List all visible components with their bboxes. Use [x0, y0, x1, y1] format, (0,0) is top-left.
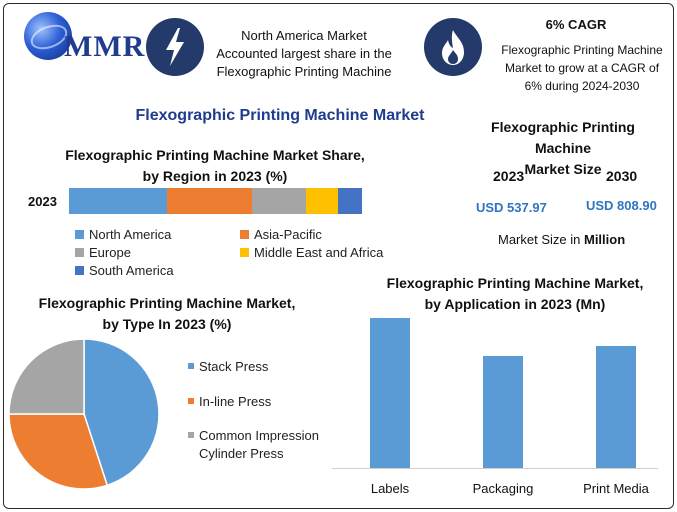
application-chart-title-line: by Application in 2023 (Mn) — [424, 296, 606, 312]
market-size-title-line: Market Size — [524, 161, 602, 177]
region-chart-category-label: 2023 — [28, 194, 57, 209]
legend-label: Middle East and Africa — [254, 245, 384, 260]
region-chart-title-line: by Region in 2023 (%) — [142, 168, 288, 184]
market-size-caption: Market Size in Million — [498, 232, 625, 247]
application-chart-title-line: Flexographic Printing Machine Market, — [386, 275, 644, 291]
type-legend-item: Common Impression Cylinder Press — [188, 427, 319, 463]
application-bar-packaging — [483, 356, 523, 468]
type-chart-title-line: Flexographic Printing Machine Market, — [38, 295, 296, 311]
highlight-text-2: Flexographic Printing Machine Market to … — [494, 41, 670, 95]
region-legend-item: North America — [75, 227, 171, 242]
application-tick-label: Print Media — [583, 481, 649, 496]
market-size-title-line: Flexographic Printing Machine — [491, 119, 635, 156]
legend-swatch — [188, 432, 194, 438]
logo-text: MMR — [64, 30, 146, 63]
legend-swatch — [188, 398, 194, 404]
legend-label: South America — [89, 263, 174, 278]
highlight-line: Flexographic Printing Machine — [216, 64, 392, 79]
lightning-icon — [146, 18, 204, 76]
legend-label: In-line Press — [199, 394, 272, 409]
legend-label: North America — [89, 227, 172, 242]
market-size-year-2: 2030 — [606, 168, 638, 184]
region-chart-title: Flexographic Printing Machine Market Sha… — [40, 145, 390, 187]
application-chart-title: Flexographic Printing Machine Market, by… — [365, 273, 665, 315]
region-legend-item: Europe — [75, 245, 131, 260]
region-bar-segment-north-america — [69, 188, 167, 214]
region-legend-item: Asia-Pacific — [240, 227, 322, 242]
type-legend-item: Stack Press — [188, 358, 268, 376]
legend-swatch — [75, 230, 84, 239]
page-title: Flexographic Printing Machine Market — [135, 107, 425, 124]
legend-swatch — [240, 230, 249, 239]
cagr-title: 6% CAGR — [545, 17, 607, 32]
pie-slice-in-line-press — [8, 413, 109, 490]
legend-swatch — [75, 248, 84, 257]
highlight-text-1: North America Market Accounted largest s… — [206, 27, 402, 81]
region-bar-segment-middle-east-and-africa — [305, 188, 339, 214]
market-size-title: Flexographic Printing Machine Market Siz… — [470, 117, 656, 180]
region-legend-item: Middle East and Africa — [240, 245, 383, 260]
market-size-value-1: USD 537.97 — [476, 200, 547, 215]
region-chart-title-line: Flexographic Printing Machine Market Sha… — [65, 147, 365, 163]
application-tick-label: Labels — [370, 481, 410, 496]
region-bar-segment-asia-pacific — [166, 188, 253, 214]
highlight-line: Accounted largest share in the — [216, 46, 392, 61]
type-legend-item: In-line Press — [188, 393, 271, 411]
legend-label: Europe — [89, 245, 131, 260]
market-size-value-2: USD 808.90 — [586, 198, 657, 213]
region-bar-segment-south-america — [338, 188, 362, 214]
application-tick-label: Packaging — [472, 481, 534, 496]
type-pie-chart — [8, 338, 160, 490]
legend-swatch — [75, 266, 84, 275]
caption-prefix: Market Size in — [498, 232, 584, 247]
legend-label: Asia-Pacific — [254, 227, 322, 242]
region-legend-item: South America — [75, 263, 174, 278]
type-chart-title-line: by Type In 2023 (%) — [102, 316, 232, 332]
highlight-line: Market to grow at a CAGR of — [504, 61, 660, 75]
type-chart-title: Flexographic Printing Machine Market, by… — [22, 293, 312, 335]
legend-label: Stack Press — [199, 359, 269, 374]
caption-unit: Million — [583, 232, 626, 247]
application-bar-chart — [332, 318, 658, 469]
highlight-line: Flexographic Printing Machine — [501, 43, 663, 57]
application-bar-labels — [370, 318, 410, 468]
legend-label: Common Impression Cylinder Press — [199, 428, 319, 461]
legend-swatch — [188, 363, 194, 369]
application-bar-print-media — [596, 346, 636, 468]
highlight-line: 6% during 2024-2030 — [524, 79, 640, 93]
legend-swatch — [240, 248, 249, 257]
market-size-year-1: 2023 — [493, 168, 525, 184]
pie-slice-common-impression-cylinder-press — [8, 338, 85, 415]
pie-slice-stack-press — [83, 338, 160, 487]
flame-icon — [424, 18, 482, 76]
highlight-line: North America Market — [241, 28, 367, 43]
globe-logo-icon — [24, 12, 72, 60]
region-bar-segment-europe — [252, 188, 306, 214]
